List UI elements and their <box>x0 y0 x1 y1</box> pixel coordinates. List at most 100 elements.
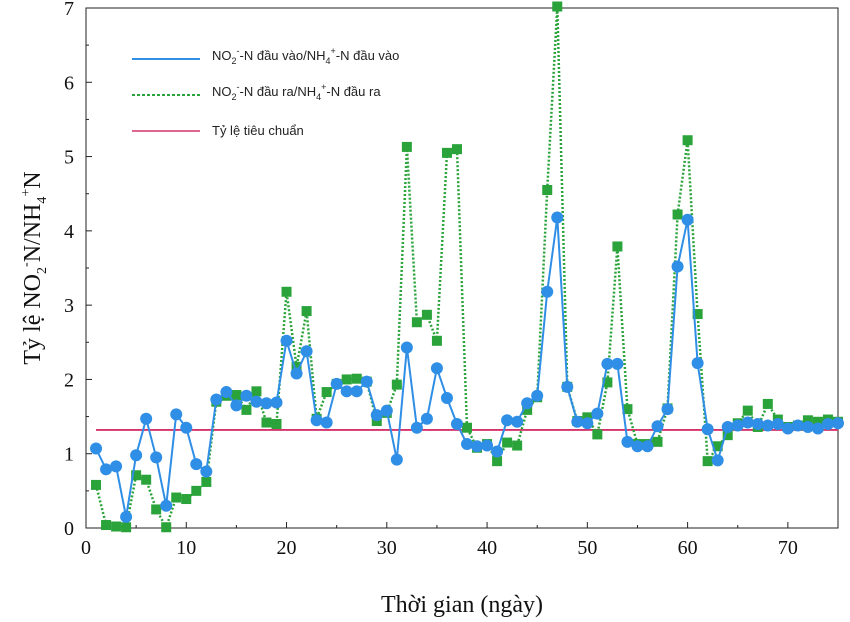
inflow-point <box>420 412 433 425</box>
outflow-point <box>131 470 142 481</box>
y-tick-label: 0 <box>64 518 74 540</box>
outflow-point <box>702 456 713 467</box>
inflow-point <box>390 453 403 466</box>
inflow-point <box>471 440 484 453</box>
inflow-point <box>651 420 664 433</box>
outflow-point <box>121 522 132 533</box>
tick-marks <box>85 7 789 529</box>
outflow-point <box>191 485 202 496</box>
inflow-point <box>791 419 804 432</box>
inflow-point <box>521 397 534 410</box>
inflow-point <box>370 409 383 422</box>
outflow-point <box>722 430 733 441</box>
y-label-part-c: N <box>20 171 46 188</box>
y-tick-label: 1 <box>64 444 74 466</box>
inflow-point <box>481 439 494 452</box>
outflow-point <box>351 373 362 384</box>
outflow-point <box>401 141 412 152</box>
inflow-point <box>330 377 343 390</box>
y-label-sup-2: + <box>19 189 34 197</box>
outflow-point <box>421 309 432 320</box>
inflow-point <box>571 415 584 428</box>
outflow-point <box>522 404 533 415</box>
outflow-point <box>391 379 402 390</box>
inflow-point <box>320 416 333 429</box>
outflow-point <box>241 404 252 415</box>
inflow-point <box>290 367 303 380</box>
inflow-point <box>120 510 133 523</box>
inflow-point <box>300 345 313 358</box>
y-label-sub-1: 2 <box>35 267 50 274</box>
inflow-point <box>631 440 644 453</box>
x-tick-label: 70 <box>778 537 798 559</box>
inflow-point <box>200 465 213 478</box>
inflow-point <box>220 386 233 399</box>
inflow-point <box>551 211 564 224</box>
inflow-point <box>691 357 704 370</box>
outflow-point <box>231 390 242 401</box>
inflow-point <box>380 404 393 417</box>
inflow-point <box>410 421 423 434</box>
x-tick-label: 40 <box>477 537 497 559</box>
outflow-point <box>812 416 823 427</box>
outflow-point <box>301 306 312 317</box>
outflow-point <box>441 147 452 158</box>
inflow-point <box>761 419 774 432</box>
inflow-point <box>100 463 113 476</box>
y-label-part-a: Tỷ lệ NO <box>20 274 46 365</box>
outflow-point <box>502 437 513 448</box>
inflow-point <box>531 389 544 402</box>
y-tick-label: 4 <box>64 221 74 243</box>
inflow-point <box>360 375 373 388</box>
outflow-point <box>251 386 262 397</box>
y-tick-label: 6 <box>64 72 74 94</box>
outflow-point <box>161 522 172 533</box>
inflow-point <box>461 438 474 451</box>
outflow-point <box>592 429 603 440</box>
inflow-point <box>681 213 694 226</box>
inflow-point <box>771 418 784 430</box>
inflow-point <box>240 389 253 402</box>
outflow-point <box>431 335 442 346</box>
inflow-point <box>501 414 514 427</box>
inflow-point <box>711 454 724 467</box>
outflow-point <box>321 387 332 398</box>
legend-label-outflow: NO2--N đầu ra/NH4+-N đầu ra <box>212 82 381 102</box>
inflow-point <box>430 362 443 375</box>
inflow-point <box>601 357 614 370</box>
inflow-point <box>731 419 744 432</box>
outflow-point <box>181 494 192 505</box>
outflow-point <box>111 521 122 532</box>
legend-label-inflow: NO2--N đầu vào/NH4+-N đầu vào <box>212 46 399 66</box>
x-tick-label: 20 <box>277 537 297 559</box>
outflow-point <box>271 419 282 429</box>
outflow-point <box>411 317 422 328</box>
outflow-point <box>652 436 663 447</box>
outflow-point <box>682 135 693 146</box>
x-tick-label: 10 <box>176 537 196 559</box>
x-axis-label: Thời gian (ngày) <box>381 592 543 618</box>
outflow-point <box>261 417 272 428</box>
inflow-point <box>641 440 654 453</box>
inflow-point <box>821 418 834 430</box>
inflow-point <box>280 334 293 347</box>
outflow-point <box>622 404 633 415</box>
x-tick-label: 0 <box>81 537 91 559</box>
inflow-point <box>611 357 624 370</box>
inflow-point <box>270 396 283 409</box>
outflow-point <box>552 1 563 12</box>
outflow-point <box>762 398 773 409</box>
legend-item-standard: Tỷ lệ tiêu chuẩn <box>132 123 304 138</box>
outflow-point <box>542 185 553 195</box>
inflow-point <box>801 420 814 433</box>
inflow-point <box>160 499 173 512</box>
outflow-point <box>151 504 162 515</box>
inflow-point <box>832 417 844 430</box>
inflow-point <box>140 412 153 425</box>
outflow-point <box>602 377 613 388</box>
outflow-point <box>451 144 462 155</box>
y-label-part-b: N/NH <box>20 204 46 263</box>
